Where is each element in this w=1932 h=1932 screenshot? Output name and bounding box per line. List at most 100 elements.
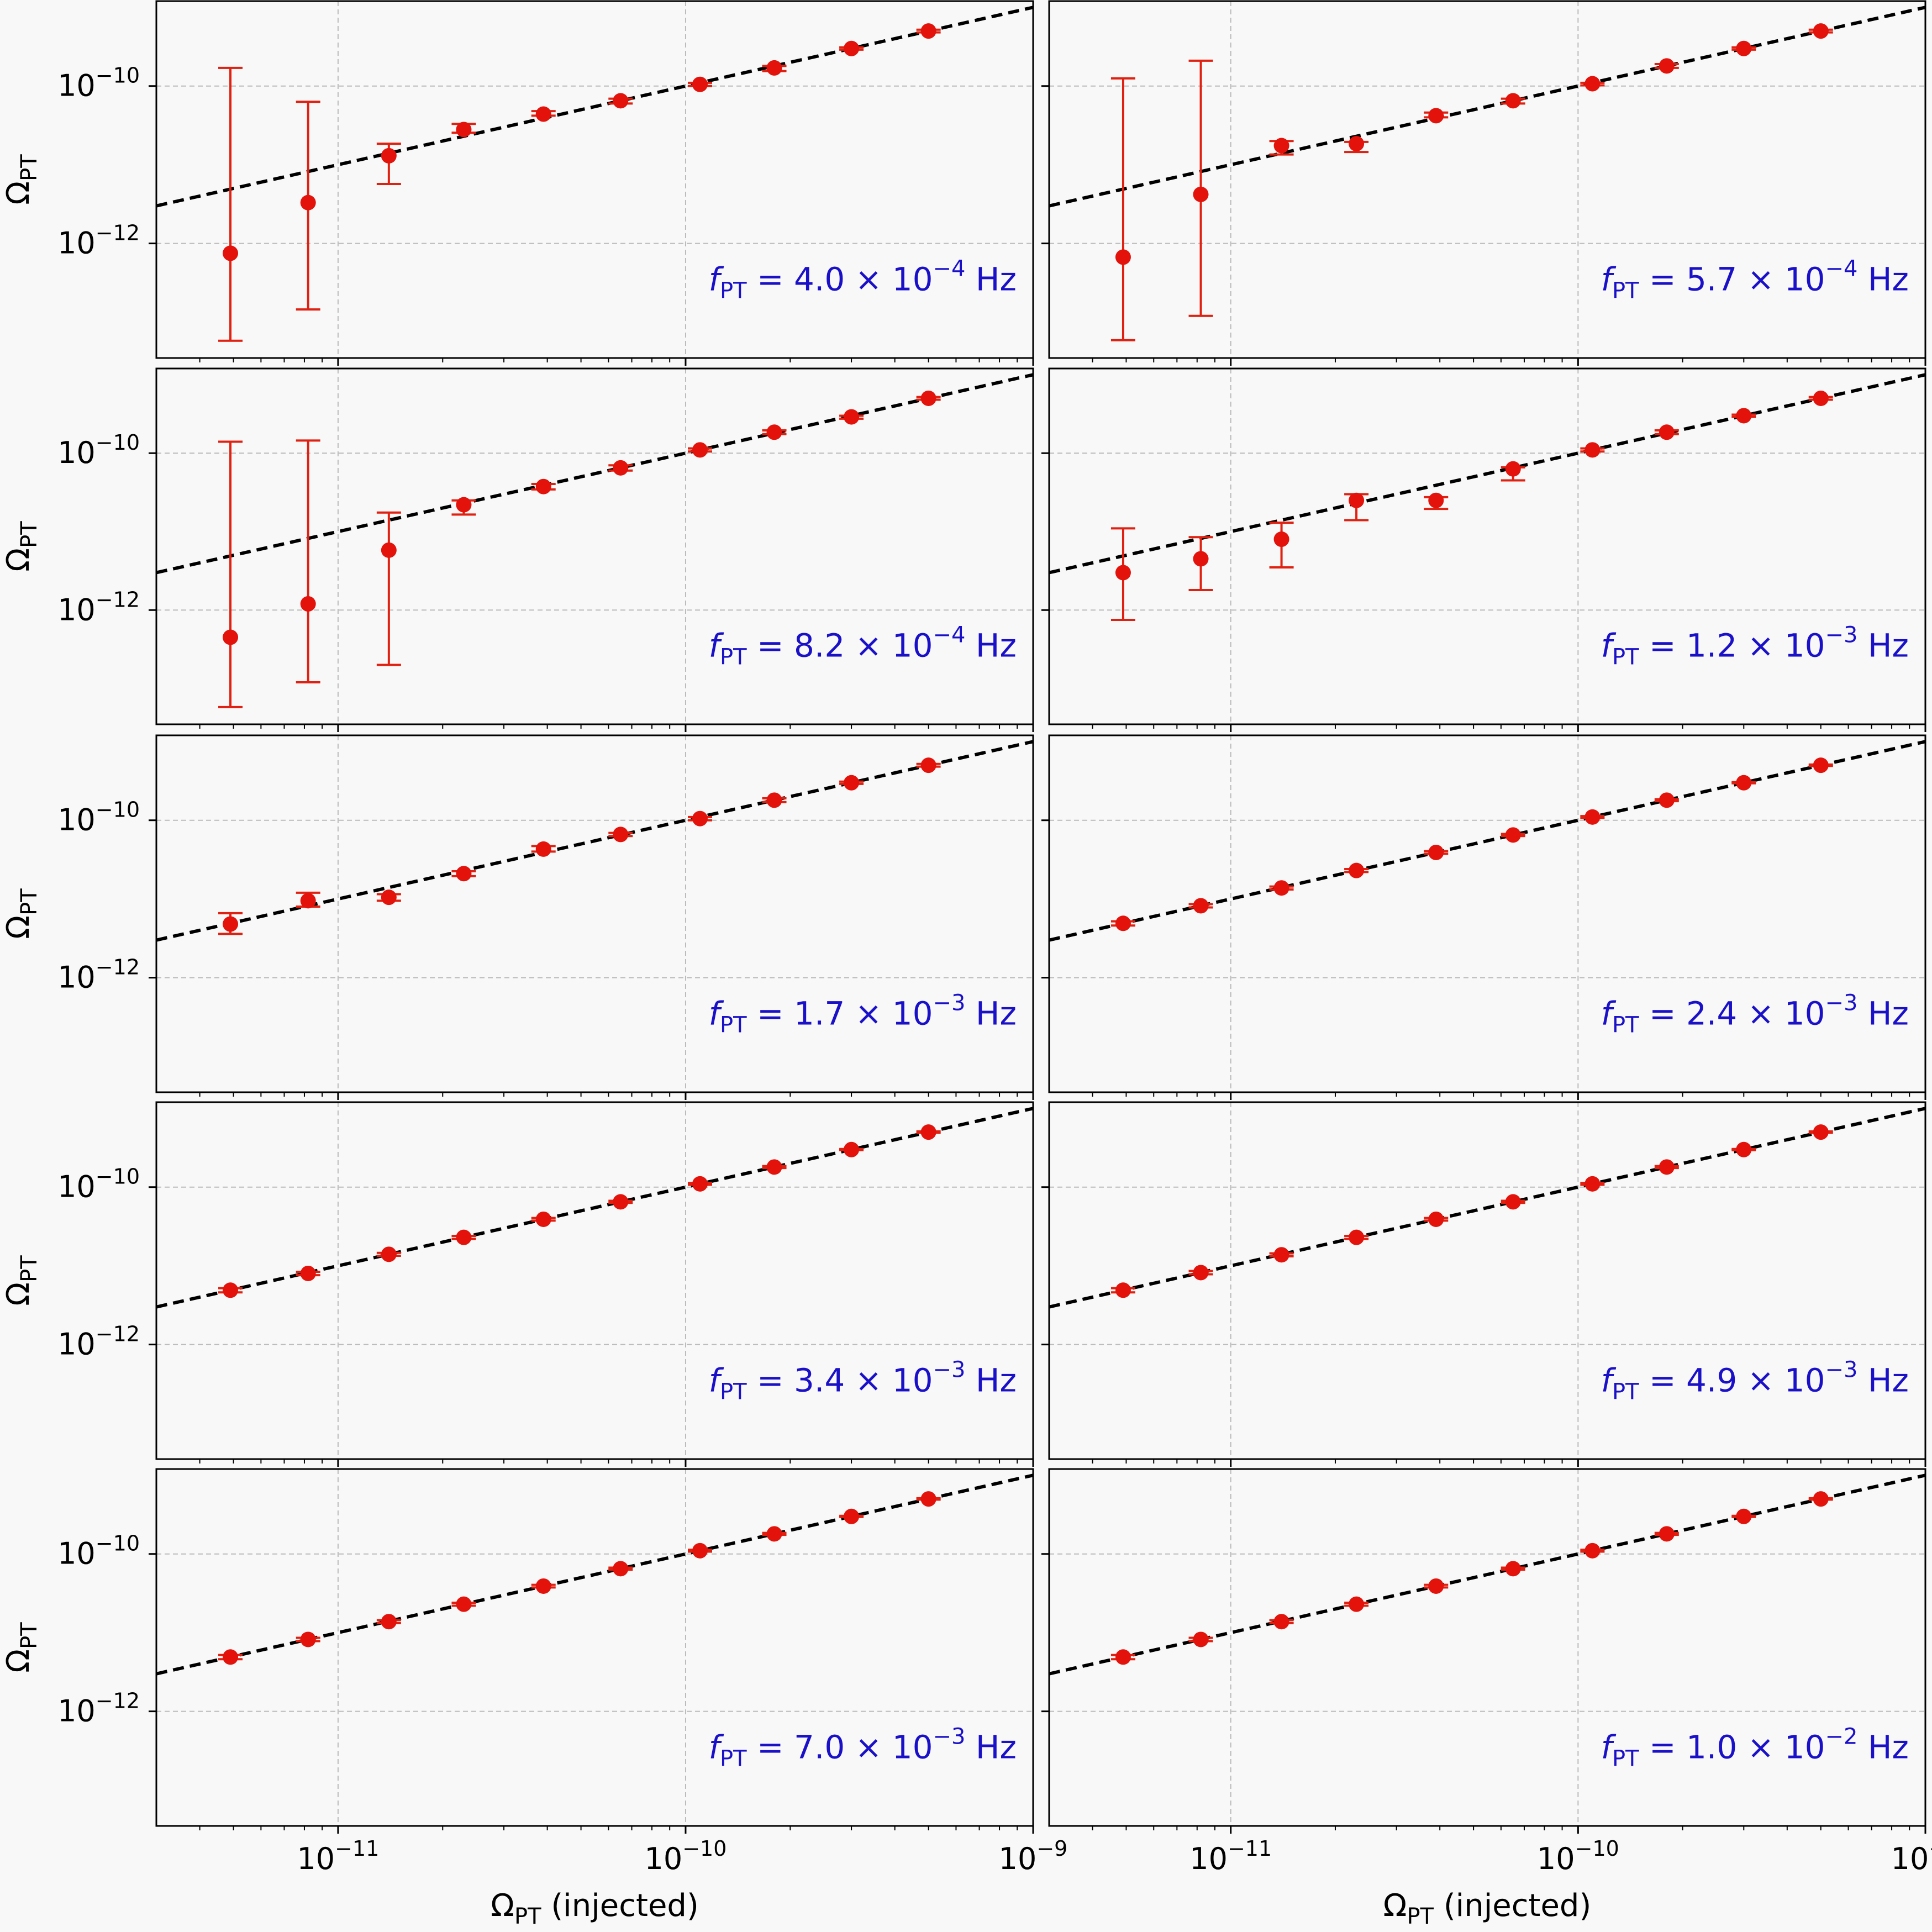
data-point [1584,76,1601,92]
annotation-exponent: −4 [1825,256,1858,281]
data-point [1273,880,1289,896]
y-axis-label: ΩPT [1,1622,42,1673]
panel-data [156,1469,1033,1826]
y-tick-label-base: 10 [57,803,96,838]
data-point [381,542,397,558]
annotation-unit: Hz [966,1361,1017,1399]
errorbar [296,439,320,684]
annotation-value: = 1.0 × 10 [1639,1728,1825,1766]
panel-background [156,1,1033,358]
panel-frame [1048,1468,1926,1827]
data-point [1115,249,1131,265]
data-point [1736,775,1752,791]
panel-background [156,735,1033,1092]
data-point [223,629,239,645]
data-point [1659,1159,1675,1175]
x-axis-label-rest: (injected) [541,1888,699,1924]
data-point [692,442,708,458]
x-axis-label-sub: PT [1407,1904,1434,1929]
data-point [1736,408,1752,424]
annotation-exponent: −4 [933,623,966,648]
data-point [613,1194,629,1210]
x-tick-label-base: 10 [1189,1841,1228,1876]
fit-line [1049,1107,1925,1309]
y-tick-label: 10−10 [57,430,140,470]
annotation-exponent: −3 [933,1724,966,1749]
data-point [300,1631,316,1647]
panel-frame [1048,0,1926,359]
annotation-exponent: −3 [933,990,966,1015]
data-point [844,409,860,425]
data-point [844,1141,860,1157]
panel-data [1049,1102,1925,1459]
annotation-unit: Hz [1858,994,1909,1032]
x-tick-label: 10−10 [644,1836,727,1876]
data-point [1349,136,1365,152]
annotation-subscript: PT [720,645,747,670]
frequency-annotation: fPT = 2.4 × 10−3 Hz [1601,990,1909,1038]
y-axis-label-main: Ω [1,1282,36,1306]
frequency-annotation: fPT = 4.9 × 10−3 Hz [1601,1357,1909,1404]
data-point [381,1246,397,1262]
data-point [1115,565,1131,581]
annotation-subscript: PT [720,1746,747,1771]
y-tick-label-base: 10 [57,1694,96,1729]
data-point [535,1211,551,1227]
data-point [1659,1526,1675,1542]
panel-data [156,735,1033,1092]
x-tick-label-exponent: −11 [1228,1836,1272,1861]
fit-line [156,740,1033,942]
annotation-exponent: −3 [1825,990,1858,1015]
data-point [613,827,629,843]
data-point [1736,1508,1752,1524]
data-point [1273,531,1289,548]
data-point [1273,138,1289,154]
panel-background [1049,1469,1925,1826]
data-point [1736,1141,1752,1157]
y-axis-label-main: Ω [1,1649,36,1673]
frequency-annotation: fPT = 8.2 × 10−4 Hz [709,623,1017,670]
panel-background [1049,1,1925,358]
panel-background [156,1469,1033,1826]
data-point [381,148,397,164]
data-point [613,460,629,476]
panel-frame [155,1101,1034,1460]
panel-frame [1048,734,1926,1093]
data-point [920,1124,936,1140]
data-point [1349,1596,1365,1612]
y-axis-label-main: Ω [1,181,36,205]
x-tick-label-base: 10 [644,1841,682,1876]
y-axis-label: ΩPT [1,888,42,939]
data-point [692,76,708,92]
frequency-annotation: fPT = 1.7 × 10−3 Hz [709,990,1017,1038]
x-axis-label: ΩPT (injected) [491,1888,699,1929]
data-point [1349,492,1365,508]
data-point [381,1614,397,1630]
fit-line [1049,1473,1925,1676]
panel-background [156,368,1033,724]
x-tick-label-exponent: −9 [1929,1836,1932,1861]
annotation-value: = 2.4 × 10 [1639,994,1825,1032]
panel-8: fPT = 4.9 × 10−3 Hz [1041,1101,1926,1467]
data-point [1273,1247,1289,1263]
y-tick-label-exponent: −10 [96,1165,140,1189]
data-point [692,1176,708,1192]
data-point [1813,390,1829,406]
y-axis-label: ΩPT [1,1255,42,1306]
y-tick-label: 10−12 [57,221,140,261]
panel-frame [1048,367,1926,725]
panel-background [1049,1102,1925,1459]
frequency-annotation: fPT = 3.4 × 10−3 Hz [709,1357,1017,1404]
data-point [766,1526,782,1542]
data-point [1428,492,1444,508]
data-point [1505,1194,1521,1210]
data-point [1584,442,1601,458]
data-point [613,1561,629,1577]
data-point [766,424,782,440]
frequency-annotation: fPT = 1.0 × 10−2 Hz [1601,1724,1909,1771]
errorbar [218,440,243,708]
data-point [1813,1491,1829,1507]
x-tick-label-base: 10 [1891,1841,1929,1876]
